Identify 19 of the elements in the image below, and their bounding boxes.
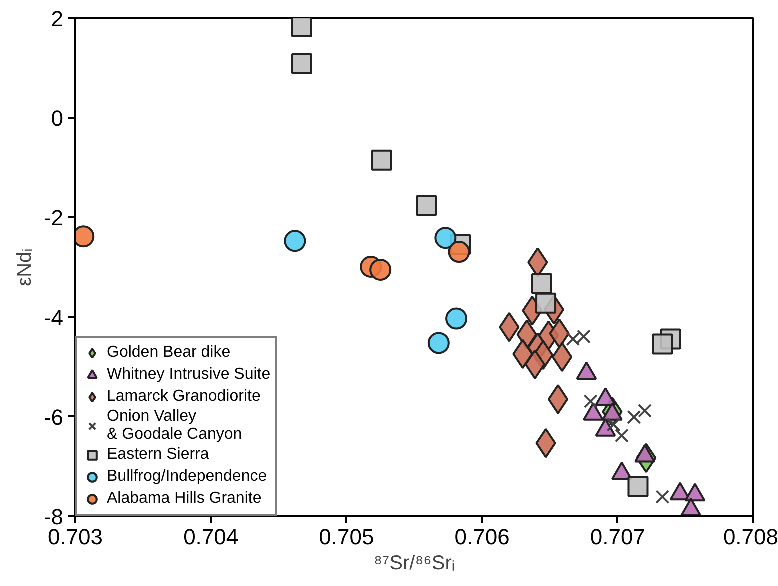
x-tick-label: 0.707 <box>590 524 646 550</box>
y-axis-title: εNdᵢ <box>14 248 36 286</box>
legend-label: Onion Valley & Goodale Canyon <box>107 408 242 444</box>
x-tick-label: 0.704 <box>184 524 239 550</box>
y-tick-label: -2 <box>44 206 64 231</box>
y-tick-label: -6 <box>44 404 64 430</box>
x-tick-label: 0.708 <box>723 524 778 550</box>
x-tick-label: 0.706 <box>454 524 510 550</box>
x-tick-label: 0.705 <box>319 524 374 550</box>
legend-label: Bullfrog/Independence <box>107 467 268 487</box>
legend-label: Eastern Sierra <box>107 445 210 465</box>
y-tick-label: 2 <box>51 6 64 32</box>
y-tick-label: -4 <box>44 305 64 330</box>
legend-label: Whitney Intrusive Suite <box>107 365 271 385</box>
legend-label: Lamarck Granodiorite <box>107 387 261 407</box>
y-tick-label: 0 <box>51 106 64 132</box>
legend-label: Alabama Hills Granite <box>107 489 262 509</box>
x-axis-title: ⁸⁷Sr/⁸⁶Srᵢ <box>374 552 456 574</box>
legend-label: Golden Bear dike <box>107 343 231 363</box>
